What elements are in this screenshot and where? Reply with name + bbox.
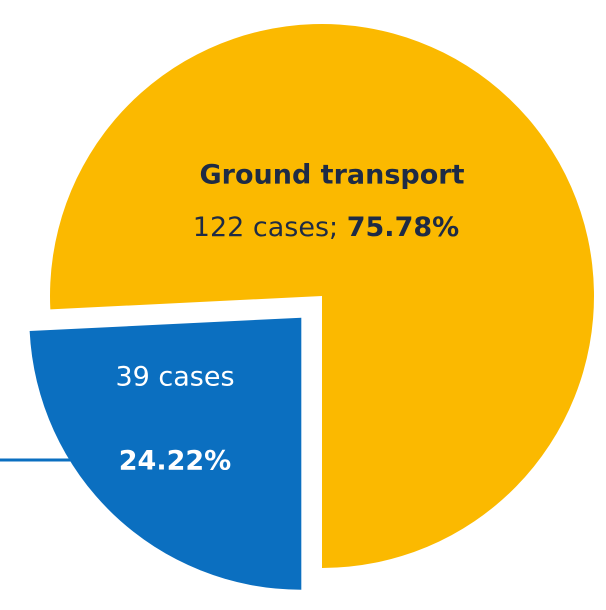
pie-slice [29,317,302,590]
slice-label: 122 cases; 75.78% [193,212,459,243]
value-label: 75.78% [347,212,459,243]
pie [29,24,595,590]
case-label: 39 cases [115,362,234,393]
labels: Ground transport 122 cases; 75.78% 39 ca… [115,160,464,477]
pie-slice [50,24,595,569]
case-label: 122 cases; [193,212,338,243]
slice-name: Ground transport [199,160,464,191]
value-label: 24.22% [119,446,231,477]
